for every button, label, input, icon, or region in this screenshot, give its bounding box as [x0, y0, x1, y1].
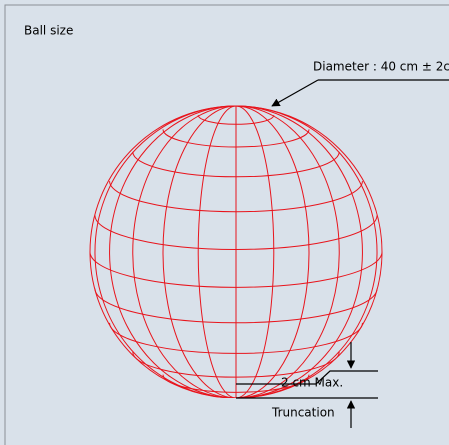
parallel	[94, 215, 378, 250]
annotations	[236, 79, 449, 428]
diameter-label: Diameter : 40 cm ± 2cm	[313, 60, 449, 74]
parallel	[162, 129, 310, 148]
parallel	[162, 374, 310, 393]
meridian	[94, 105, 378, 398]
diameter-arrow	[271, 79, 319, 107]
parallel	[109, 322, 363, 354]
max-label: 2 cm Max.	[281, 376, 343, 390]
parallel	[89, 251, 383, 288]
parallel	[132, 352, 340, 378]
parallel	[132, 151, 340, 178]
title: Ball size	[24, 24, 73, 38]
panel-border	[4, 4, 449, 445]
parallel	[94, 288, 378, 324]
parallel	[109, 181, 363, 213]
truncation-label: Truncation	[271, 406, 335, 420]
parallel	[197, 115, 275, 125]
ball	[89, 105, 383, 398]
max-leader	[315, 370, 378, 385]
